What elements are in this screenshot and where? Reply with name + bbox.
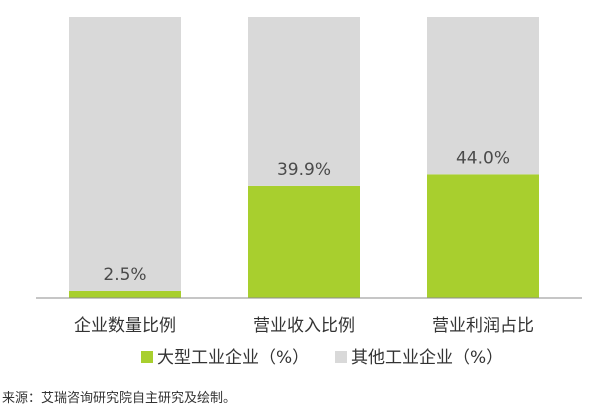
category-label-3: 营业利润占比 (432, 316, 534, 336)
bar-large-enterprise-1 (69, 290, 181, 298)
bar-other-enterprise-1 (69, 17, 181, 291)
legend-label-1: 大型工业企业（%） (157, 348, 309, 368)
data-labels: 2.5% 39.9% 44.0% (103, 148, 510, 285)
bar-large-enterprise-3 (427, 174, 539, 298)
legend-swatch-1 (141, 351, 153, 363)
bar-other-enterprise-2 (248, 17, 360, 186)
data-label-1: 2.5% (103, 265, 146, 285)
data-label-3: 44.0% (456, 148, 510, 168)
plot-area (69, 17, 539, 298)
legend-label-2: 其他工业企业（%） (351, 348, 503, 368)
category-labels: 企业数量比例 营业收入比例 营业利润占比 (74, 316, 534, 336)
data-label-2: 39.9% (277, 160, 331, 180)
bar-large-enterprise-2 (248, 185, 360, 298)
source-note: 来源：艾瑞咨询研究院自主研究及绘制。 (2, 391, 236, 406)
category-label-1: 企业数量比例 (74, 316, 176, 336)
legend: 大型工业企业（%） 其他工业企业（%） (141, 348, 503, 368)
legend-swatch-2 (335, 351, 347, 363)
category-label-2: 营业收入比例 (253, 316, 355, 336)
bar-other-enterprise-3 (427, 17, 539, 175)
